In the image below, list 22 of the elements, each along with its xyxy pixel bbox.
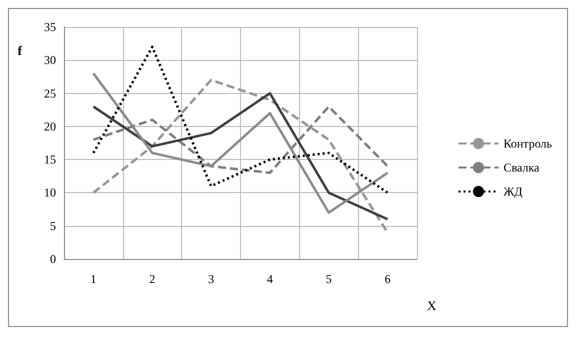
y-tick-label: 20 [44, 119, 56, 134]
legend-label: Свалка [503, 160, 540, 174]
y-tick-label: 35 [44, 20, 56, 34]
y-tick-label: 25 [44, 86, 56, 100]
x-tick-label: 4 [266, 272, 273, 286]
x-tick-label: 6 [384, 272, 391, 286]
y-tick-label: 0 [50, 252, 56, 266]
x-axis-title: X [427, 298, 437, 313]
y-tick-label: 10 [44, 186, 56, 200]
x-tick-label: 1 [90, 272, 96, 286]
x-tick-label: 3 [208, 272, 214, 286]
x-tick-label: 5 [326, 272, 332, 286]
legend-label: ЖД [503, 184, 522, 198]
legend-label: Контроль [503, 136, 553, 150]
line-series [92, 105, 389, 174]
line-series [92, 92, 389, 220]
y-tick-label: 5 [50, 218, 56, 233]
y-tick-label: 30 [44, 53, 56, 68]
y-tick-label: 15 [44, 152, 56, 167]
y-axis-title: f [18, 43, 23, 58]
line-series [92, 46, 389, 194]
x-tick-label: 2 [149, 272, 156, 286]
